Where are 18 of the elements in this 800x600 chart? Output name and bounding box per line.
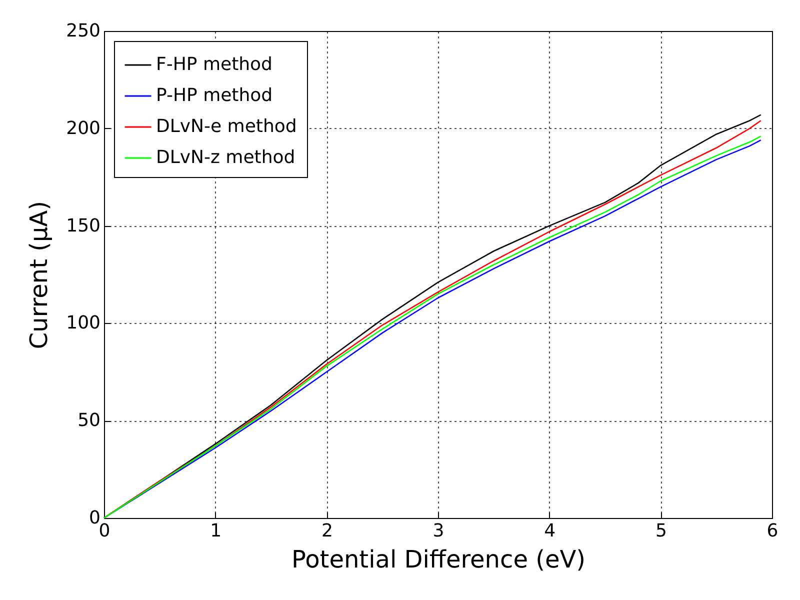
legend-label: P-HP method bbox=[156, 85, 273, 106]
x-tick-label: 4 bbox=[544, 520, 556, 542]
y-axis-title: Current (μA) bbox=[25, 200, 54, 350]
y-tick-label: 200 bbox=[66, 118, 100, 139]
x-tick-label: 3 bbox=[432, 520, 444, 542]
y-tick-label: 150 bbox=[66, 215, 100, 236]
y-tick-label: 0 bbox=[89, 508, 100, 528]
legend-label: DLvN-z method bbox=[156, 147, 296, 168]
x-tick-label: 2 bbox=[321, 520, 333, 542]
legend-label: F-HP method bbox=[156, 54, 272, 75]
x-tick-label: 1 bbox=[210, 520, 222, 542]
x-tick-label: 6 bbox=[766, 520, 778, 542]
x-axis-title: Potential Difference (eV) bbox=[291, 546, 586, 574]
y-tick-label: 250 bbox=[66, 20, 100, 42]
legend-label: DLvN-e method bbox=[156, 116, 297, 137]
y-tick-label: 100 bbox=[66, 312, 100, 334]
x-tick-label: 5 bbox=[655, 520, 667, 542]
y-tick-label: 50 bbox=[78, 410, 100, 432]
